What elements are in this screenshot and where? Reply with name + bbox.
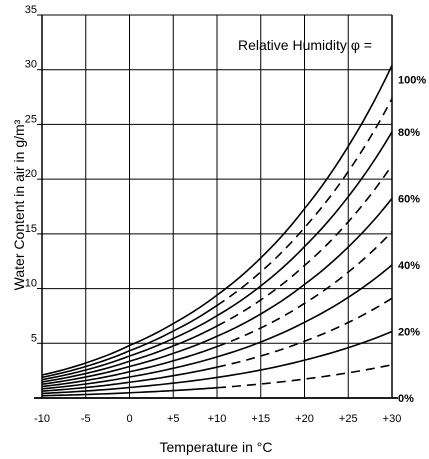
y-tick-label: 10 (25, 278, 37, 290)
rh-label-20: 20% (398, 326, 420, 338)
x-tick-label: -10 (34, 413, 50, 425)
rh-curve-60 (41, 197, 393, 386)
x-tick-label: +30 (383, 413, 402, 425)
x-tick-label: +5 (167, 413, 180, 425)
rh-curve-80 (41, 131, 393, 381)
rh-curve-30-solid-part (41, 366, 218, 392)
x-tick-label: +10 (208, 413, 227, 425)
rh-curve-100 (41, 64, 393, 376)
rh-curve-40 (41, 264, 393, 390)
y-tick-label: 35 (25, 4, 37, 16)
rh-curve-50-dashed-part (216, 231, 393, 348)
rh-labels: 100% 80% 60% 40% 20% 0% (398, 74, 426, 405)
rh-label-100: 100% (398, 74, 426, 86)
rh-curve-90-dashed-part (216, 98, 393, 307)
rh-curve-70-dashed-part (216, 164, 393, 327)
grid (34, 14, 398, 399)
y-tick-label: 30 (25, 59, 37, 71)
curves (41, 64, 393, 397)
y-tick-label: 5 (31, 332, 37, 344)
x-axis-title: Temperature in °C (160, 439, 273, 455)
x-tick-label: +25 (339, 413, 358, 425)
y-tick-label: 20 (25, 168, 37, 180)
relative-humidity-annotation: Relative Humidity φ = (238, 37, 372, 53)
x-tick-label: -5 (81, 413, 91, 425)
tick-labels: -10 -5 0 +5 +10 +15 +20 +25 +30 5 10 15 20 25 30 35 (25, 4, 402, 425)
rh-label-40: 40% (398, 260, 420, 272)
rh-label-60: 60% (398, 193, 420, 205)
rh-curve-90-solid-part (41, 304, 218, 379)
rh-curve-70-solid-part (41, 325, 218, 383)
x-tick-label: +15 (251, 413, 270, 425)
y-axis-title: Water Content in air in g/m³ (11, 119, 27, 290)
x-tick-label: +20 (295, 413, 314, 425)
x-tick-label: 0 (126, 413, 132, 425)
rh-curve-30-dashed-part (216, 297, 393, 368)
y-tick-label: 15 (25, 223, 37, 235)
rh-curve-50-solid-part (41, 345, 218, 388)
rh-label-80: 80% (398, 127, 420, 139)
rh-curve-10-solid-part (41, 386, 218, 397)
rh-label-0: 0% (398, 393, 414, 405)
rh-curve-20 (41, 330, 393, 395)
y-tick-label: 25 (25, 113, 37, 125)
